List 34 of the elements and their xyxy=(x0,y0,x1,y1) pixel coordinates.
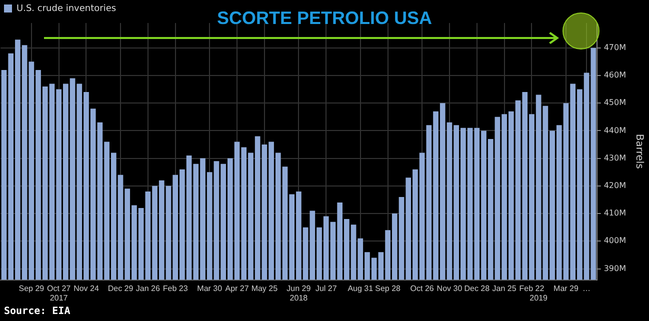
x-tick-label: Feb 23 xyxy=(162,284,188,293)
x-tick-label: Apr 27 xyxy=(225,284,250,293)
x-tick-label: Oct 27 2017 xyxy=(47,284,72,302)
x-tick-label: Jul 27 xyxy=(315,284,338,293)
y-tick-label: 400M xyxy=(604,236,626,246)
x-tick-label: Nov 30 xyxy=(436,284,463,293)
y-tick-label: 420M xyxy=(604,180,626,190)
y-tick-label: 450M xyxy=(604,98,626,108)
y-tick-label: 410M xyxy=(604,208,626,218)
y-axis-title: Barrels xyxy=(633,134,644,169)
y-tick-label: 470M xyxy=(604,42,626,52)
legend-label: U.S. crude inventories xyxy=(16,4,116,14)
x-tick-label: Oct 26 xyxy=(410,284,434,293)
x-tick-label: Mar 30 xyxy=(197,284,223,293)
x-tick-label: Aug 31 xyxy=(348,284,374,293)
chart-title: SCORTE PETROLIO USA xyxy=(216,8,432,28)
x-tick-label: Feb 22 xyxy=(519,284,545,293)
x-tick-label: Nov 24 xyxy=(74,284,100,293)
x-tick-label: 2019 xyxy=(530,293,548,302)
x-tick-label: Dec 29 xyxy=(108,284,134,293)
x-tick-label: Mar 29 xyxy=(554,284,579,293)
x-tick-label: May 25 xyxy=(251,284,278,293)
x-tick-label: Sep 28 xyxy=(375,284,402,293)
x-tick-label: Dec 28 xyxy=(464,284,490,293)
x-tick-label: Jan 25 xyxy=(492,284,517,293)
x-tick-label: Jan 26 xyxy=(136,284,160,293)
y-tick-label: 430M xyxy=(604,153,626,162)
y-tick-label: 390M xyxy=(604,264,626,273)
x-tick-label: Jun 29 2018 xyxy=(286,284,312,302)
y-tick-label: 460M xyxy=(604,70,626,80)
x-tick-label: … xyxy=(582,284,591,293)
y-tick-label: 440M xyxy=(604,126,626,135)
x-tick-label: Sep 29 xyxy=(18,284,45,293)
source-note: Source: EIA xyxy=(4,306,70,317)
